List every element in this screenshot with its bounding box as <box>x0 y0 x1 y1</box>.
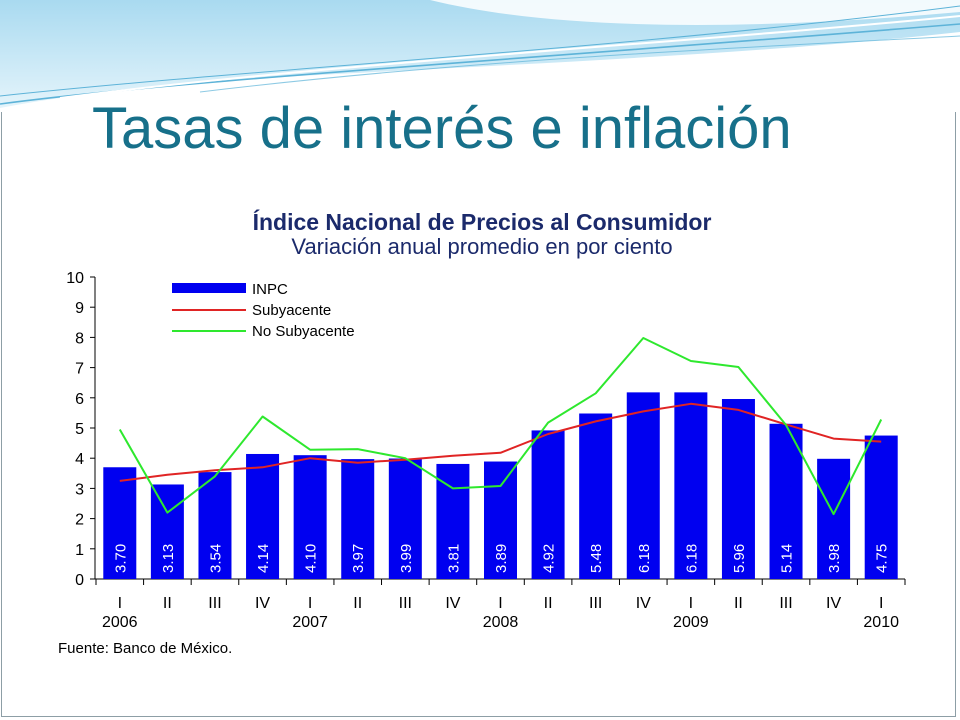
bar-value-label: 5.48 <box>588 544 605 573</box>
x-tick-label: II <box>734 595 743 612</box>
bar-value-label: 3.70 <box>112 544 129 573</box>
bar <box>817 458 851 579</box>
y-tick-label: 3 <box>75 481 84 498</box>
bar-value-label: 4.14 <box>255 544 272 573</box>
bar <box>388 458 422 579</box>
bar <box>721 399 755 579</box>
y-tick-label: 9 <box>75 300 84 317</box>
x-year-label: 2010 <box>863 614 899 631</box>
line-series-no-subyacente <box>118 337 883 516</box>
legend-label: Subyacente <box>252 302 331 319</box>
x-tick-label: IV <box>826 595 841 612</box>
y-tick-label: 8 <box>75 330 84 347</box>
y-tick-label: 0 <box>75 572 84 589</box>
x-tick-label: IV <box>255 595 270 612</box>
bar <box>246 453 280 579</box>
x-tick-label: IV <box>445 595 460 612</box>
x-tick-label: IV <box>636 595 651 612</box>
header-wave-line <box>59 15 960 99</box>
bar <box>198 472 232 579</box>
bar <box>626 392 660 579</box>
legend-swatch-bar <box>172 283 246 293</box>
bar-value-label: 6.18 <box>683 544 700 573</box>
bar <box>436 463 470 579</box>
bar <box>341 459 375 579</box>
bar <box>150 484 184 579</box>
y-tick-label: 6 <box>75 391 84 408</box>
x-tick-label: I <box>118 595 122 612</box>
x-tick-label: I <box>498 595 502 612</box>
x-tick-label: III <box>208 595 221 612</box>
bar <box>769 423 803 579</box>
chart-source: Fuente: Banco de México. <box>58 640 232 657</box>
legend-label: INPC <box>252 281 288 298</box>
y-tick-label: 2 <box>75 512 84 529</box>
bar-value-label: 5.96 <box>731 544 748 573</box>
bar-value-label: 3.89 <box>493 544 510 573</box>
x-tick-label: II <box>353 595 362 612</box>
y-tick-label: 10 <box>66 270 84 287</box>
x-tick-label: I <box>308 595 312 612</box>
x-year-label: 2008 <box>483 614 519 631</box>
bar-value-label: 3.97 <box>350 544 367 573</box>
line-series-subyacente <box>119 402 882 482</box>
x-year-label: 2006 <box>102 614 138 631</box>
bar-value-label: 4.10 <box>303 544 320 573</box>
x-tick-label: II <box>544 595 553 612</box>
x-tick-label: III <box>779 595 792 612</box>
legend: INPC Subyacente No Subyacente <box>172 281 355 340</box>
bar-value-label: 5.14 <box>779 544 796 573</box>
x-year-label: 2007 <box>292 614 328 631</box>
bar <box>531 430 565 579</box>
x-tick-label: I <box>879 595 883 612</box>
chart-title: Índice Nacional de Precios al Consumidor <box>253 208 712 235</box>
y-tick-label: 4 <box>75 451 84 468</box>
bar <box>864 435 898 579</box>
bar-value-label: 3.54 <box>207 544 224 573</box>
x-tick-label: III <box>589 595 602 612</box>
slide-title: Tasas de interés e inflación <box>92 96 792 161</box>
bar-value-label: 3.99 <box>398 544 415 573</box>
y-tick-label: 5 <box>75 421 84 438</box>
x-tick-label: I <box>689 595 693 612</box>
x-tick-label: II <box>163 595 172 612</box>
chart-subtitle: Variación anual promedio en por ciento <box>291 234 672 259</box>
y-tick-label: 1 <box>75 542 84 559</box>
legend-label: No Subyacente <box>252 323 355 340</box>
bar <box>579 413 613 579</box>
slide-frame <box>1 95 956 717</box>
bar-value-label: 3.13 <box>160 544 177 573</box>
header-wave-line <box>199 35 960 93</box>
header-wave <box>0 0 960 112</box>
bar-value-label: 3.81 <box>445 544 462 573</box>
bar-value-label: 4.92 <box>541 544 558 573</box>
bar <box>674 392 708 579</box>
header-wave-highlight <box>430 0 960 25</box>
bar <box>293 455 327 579</box>
x-year-label: 2009 <box>673 614 709 631</box>
chart-panel: Índice Nacional de Precios al Consumidor… <box>42 200 916 660</box>
bar-value-label: 4.75 <box>874 544 891 573</box>
y-tick-label: 7 <box>75 361 84 378</box>
bar <box>484 461 517 579</box>
bar-value-label: 6.18 <box>636 544 653 573</box>
bar <box>103 467 137 579</box>
header-wave-line <box>0 5 960 97</box>
bar-value-label: 3.98 <box>826 544 843 573</box>
x-tick-label: III <box>399 595 412 612</box>
chart: Índice Nacional de Precios al Consumidor… <box>58 208 906 657</box>
bar-series-inpc: 3.70 3.13 3.54 4.14 4.10 3.97 3.99 3.81 3.89 4.92… <box>103 392 898 579</box>
